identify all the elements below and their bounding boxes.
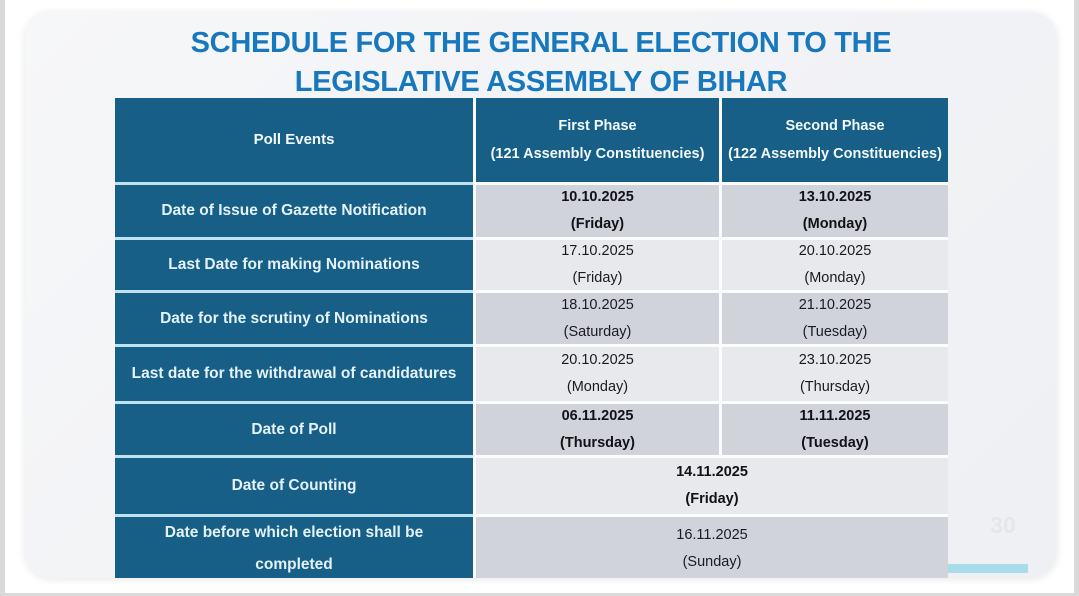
- event-label: Last Date for making Nominations: [115, 240, 473, 293]
- day-value: (Thursday): [799, 379, 871, 395]
- day-value: (Sunday): [682, 553, 742, 570]
- first-phase-date-cell: 18.10.2025 (Saturday): [473, 293, 719, 347]
- slide-title-line1: SCHEDULE FOR THE GENERAL ELECTION TO THE: [190, 27, 892, 59]
- date-value: 13.10.2025: [798, 189, 872, 205]
- day-value: (Friday): [570, 216, 625, 232]
- day-value: (Friday): [572, 270, 623, 286]
- event-label: Date of Issue of Gazette Notification: [115, 185, 473, 240]
- second-phase-date-cell: 21.10.2025 (Tuesday): [719, 293, 948, 347]
- event-label: Last date for the withdrawal of candidat…: [115, 347, 473, 404]
- header-first-phase: First Phase (121 Assembly Constituencies…: [473, 98, 719, 185]
- event-label: Date before which election shall be comp…: [115, 517, 473, 578]
- header-first-phase-sub: (121 Assembly Constituencies): [490, 146, 705, 162]
- second-phase-date-cell: 20.10.2025 (Monday): [719, 240, 948, 293]
- date-value: 16.11.2025: [676, 526, 748, 543]
- table-row-withdrawal-candidatures: Last date for the withdrawal of candidat…: [115, 347, 948, 404]
- date-value: 11.11.2025: [799, 407, 871, 424]
- table-row-making-nominations: Last Date for making Nominations 17.10.2…: [115, 240, 948, 293]
- date-value: 17.10.2025: [561, 243, 634, 259]
- day-value: (Monday): [804, 270, 866, 286]
- slide-page-number: 30: [990, 512, 1016, 538]
- event-label: Date of Counting: [115, 458, 473, 517]
- first-phase-date-cell: 06.11.2025 (Thursday): [473, 404, 719, 458]
- date-value: 20.10.2025: [798, 243, 872, 259]
- event-label: Date of Poll: [115, 404, 473, 458]
- second-phase-date-cell: 11.11.2025 (Tuesday): [719, 404, 948, 458]
- first-phase-date-cell: 20.10.2025 (Monday): [473, 347, 719, 404]
- header-second-phase-title: Second Phase: [785, 118, 885, 134]
- left-edge-strip: [0, 0, 5, 596]
- date-value: 10.10.2025: [561, 189, 634, 205]
- second-phase-date-cell: 13.10.2025 (Monday): [719, 185, 948, 240]
- merged-date-cell: 14.11.2025 (Friday): [473, 458, 948, 517]
- day-value: (Monday): [802, 216, 868, 232]
- header-first-phase-title: First Phase: [558, 118, 637, 134]
- second-phase-date-cell: 23.10.2025 (Thursday): [719, 347, 948, 404]
- date-value: 21.10.2025: [798, 296, 872, 313]
- table-row-gazette-notification: Date of Issue of Gazette Notification 10…: [115, 185, 948, 240]
- merged-date-cell: 16.11.2025 (Sunday): [473, 517, 948, 578]
- day-value: (Monday): [566, 379, 629, 395]
- date-value: 20.10.2025: [561, 352, 634, 368]
- table-row-election-completed: Date before which election shall be comp…: [115, 517, 948, 578]
- slide-title-line2: LEGISLATIVE ASSEMBLY OF BIHAR: [294, 66, 788, 98]
- table-header-row: Poll Events First Phase (121 Assembly Co…: [115, 98, 948, 185]
- day-value: (Friday): [685, 491, 739, 507]
- header-second-phase-sub: (122 Assembly Constituencies): [728, 146, 942, 162]
- right-edge-strip: [1074, 0, 1079, 596]
- date-value: 23.10.2025: [798, 352, 872, 368]
- bottom-edge-strip: [0, 593, 1079, 596]
- accent-bar-decoration: [948, 564, 1028, 573]
- event-label: Date for the scrutiny of Nominations: [115, 293, 473, 347]
- date-value: 18.10.2025: [561, 296, 634, 313]
- schedule-table: Poll Events First Phase (121 Assembly Co…: [115, 98, 948, 578]
- date-value: 14.11.2025: [676, 464, 748, 480]
- date-value: 06.11.2025: [561, 407, 634, 424]
- day-value: (Tuesday): [801, 434, 869, 451]
- first-phase-date-cell: 10.10.2025 (Friday): [473, 185, 719, 240]
- table-row-scrutiny-nominations: Date for the scrutiny of Nominations 18.…: [115, 293, 948, 347]
- slide-title: SCHEDULE FOR THE GENERAL ELECTION TO THE…: [25, 24, 1057, 102]
- day-value: (Saturday): [563, 323, 632, 340]
- day-value: (Tuesday): [802, 323, 868, 340]
- header-second-phase: Second Phase (122 Assembly Constituencie…: [719, 98, 948, 185]
- table-row-date-of-poll: Date of Poll 06.11.2025 (Thursday) 11.11…: [115, 404, 948, 458]
- table-row-date-of-counting: Date of Counting 14.11.2025 (Friday): [115, 458, 948, 517]
- slide-card: SCHEDULE FOR THE GENERAL ELECTION TO THE…: [25, 12, 1057, 578]
- header-poll-events: Poll Events: [115, 98, 473, 185]
- first-phase-date-cell: 17.10.2025 (Friday): [473, 240, 719, 293]
- day-value: (Thursday): [560, 434, 635, 451]
